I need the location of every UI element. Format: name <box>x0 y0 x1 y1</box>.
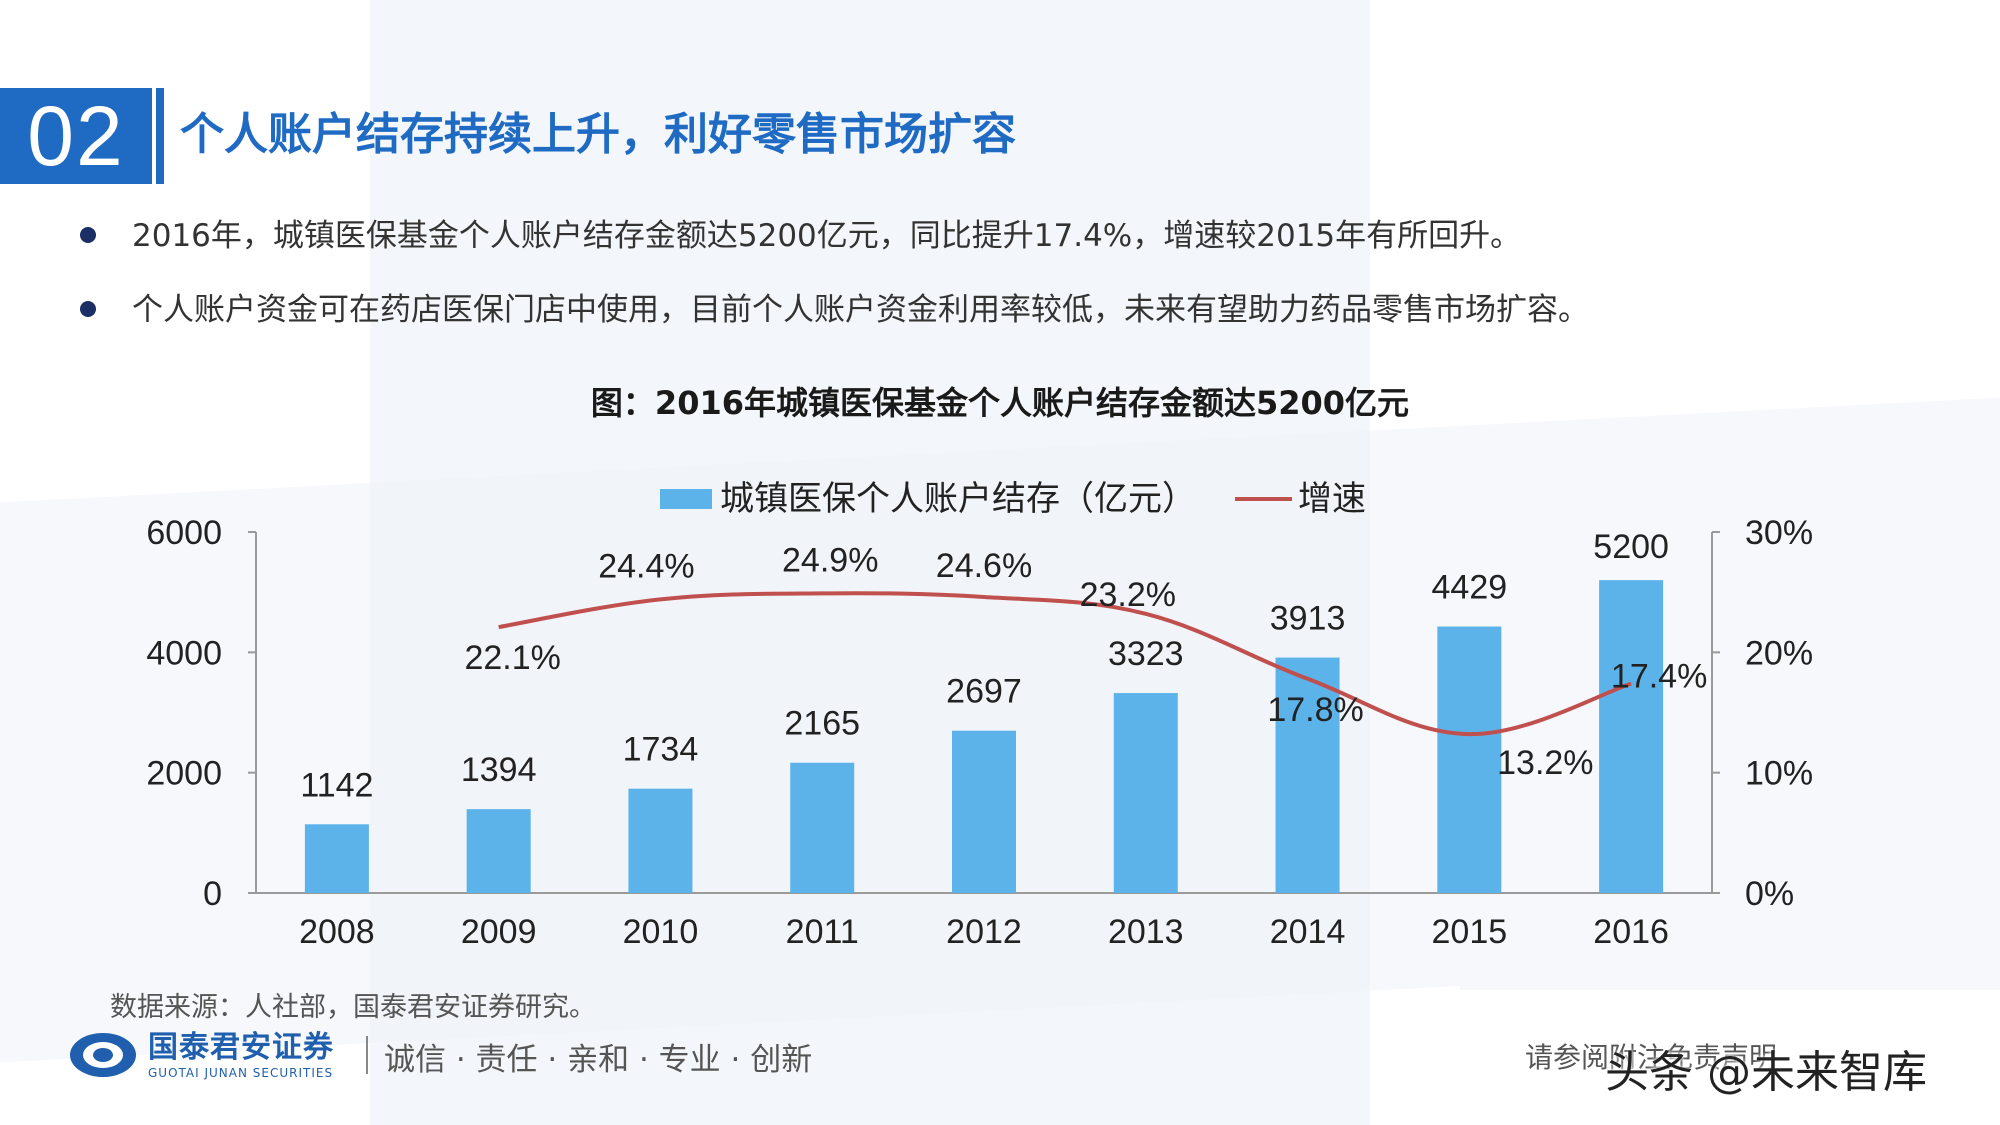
x-tick-label: 2015 <box>1432 913 1508 951</box>
watermark: 头条 @未来智库 <box>1605 1047 1927 1098</box>
line-value-label: 24.6% <box>936 547 1032 585</box>
bar-value-label: 2697 <box>946 673 1022 711</box>
growth-rate-line <box>498 591 1632 737</box>
y-right-tick-label: 0% <box>1745 875 1794 913</box>
slogan: 诚信 · 责任 · 亲和 · 专业 · 创新 <box>384 1042 813 1078</box>
brand-name: 国泰君安证券 GUOTAI JUNAN SECURITIES <box>148 1030 334 1080</box>
line-value-label: 24.4% <box>598 547 694 585</box>
bar-value-label: 1142 <box>300 766 373 804</box>
x-tick-label: 2010 <box>623 913 699 951</box>
brand-name-cn: 国泰君安证券 <box>148 1030 334 1065</box>
footer-divider <box>366 1036 368 1074</box>
y-left-tick-label: 4000 <box>146 634 222 672</box>
legend-bar-swatch <box>660 489 712 509</box>
chart-caption: 图：2016年城镇医保基金个人账户结存金额达5200亿元 <box>590 384 1410 422</box>
section-divider <box>156 88 164 184</box>
bar-value-label: 1734 <box>623 731 699 769</box>
data-source: 数据来源：人社部，国泰君安证券研究。 <box>110 992 596 1023</box>
y-left-tick-label: 6000 <box>146 514 222 552</box>
bullet-dot-icon <box>80 301 96 317</box>
line-value-label: 13.2% <box>1497 744 1593 782</box>
line-value-label: 24.9% <box>782 541 878 579</box>
disclaimer: 请参阅附注免责声明 <box>1525 1041 1778 1074</box>
x-tick-label: 2013 <box>1108 913 1184 951</box>
bar <box>628 788 693 893</box>
x-tick-label: 2016 <box>1593 913 1669 951</box>
line-value-label: 17.8% <box>1267 691 1363 729</box>
bar-value-label: 1394 <box>461 751 537 789</box>
background-corner <box>1460 430 2000 990</box>
page-title: 个人账户结存持续上升，利好零售市场扩容 <box>180 109 1016 160</box>
bar <box>1275 657 1340 893</box>
line-value-label: 22.1% <box>464 639 560 677</box>
bullet-dot-icon <box>80 227 96 243</box>
y-left-tick-label: 0 <box>203 875 222 913</box>
bar-value-label: 4429 <box>1432 569 1508 607</box>
bullet-text: 个人账户资金可在药店医保门店中使用，目前个人账户资金利用率较低，未来有望助力药品… <box>132 292 1589 328</box>
bar <box>952 730 1016 893</box>
section-number: 02 <box>0 88 152 184</box>
bar <box>466 809 531 893</box>
y-right-tick-label: 20% <box>1745 634 1813 672</box>
legend-line-label: 增速 <box>1298 480 1366 518</box>
bar <box>1437 626 1502 893</box>
legend-bar-label: 城镇医保个人账户结存（亿元） <box>720 480 1196 518</box>
bar <box>304 824 369 893</box>
x-tick-label: 2008 <box>299 913 375 951</box>
bar <box>1113 693 1178 893</box>
brand-name-en: GUOTAI JUNAN SECURITIES <box>148 1066 334 1080</box>
brand-logo-icon <box>70 1033 136 1077</box>
x-tick-label: 2012 <box>946 913 1022 951</box>
y-right-tick-label: 10% <box>1745 755 1813 793</box>
line-value-label: 17.4% <box>1611 658 1707 696</box>
bar-value-label: 3913 <box>1270 600 1346 638</box>
x-tick-label: 2014 <box>1270 913 1346 951</box>
x-tick-label: 2009 <box>461 913 537 951</box>
bar <box>1599 580 1664 893</box>
bar-value-label: 3323 <box>1108 635 1184 673</box>
y-left-tick-label: 2000 <box>146 755 222 793</box>
bar-value-label: 2165 <box>784 705 860 743</box>
y-right-tick-label: 30% <box>1745 514 1813 552</box>
bullet-text: 2016年，城镇医保基金个人账户结存金额达5200亿元，同比提升17.4%，增速… <box>132 218 1522 254</box>
bar <box>790 762 855 893</box>
bar-value-label: 5200 <box>1593 528 1669 566</box>
x-tick-label: 2011 <box>786 913 859 951</box>
line-value-label: 23.2% <box>1080 576 1176 614</box>
